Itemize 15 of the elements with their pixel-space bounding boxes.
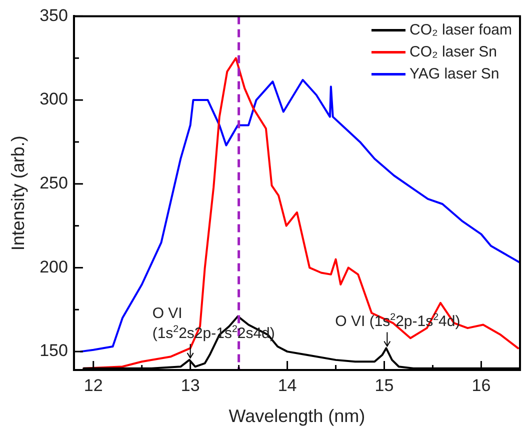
- x-axis-title: Wavelength (nm): [228, 406, 366, 426]
- y-tick-label: 350: [40, 6, 68, 25]
- x-tick-label: 13: [180, 376, 200, 395]
- x-tick-label: 15: [374, 376, 394, 395]
- y-tick-label: 300: [40, 90, 68, 109]
- y-axis-title: Intensity (arb.): [8, 136, 28, 251]
- x-tick-label: 14: [278, 376, 297, 395]
- legend-label: CO₂ laser foam: [409, 21, 512, 38]
- y-tick-label: 150: [40, 341, 68, 360]
- legend-label: YAG laser Sn: [409, 65, 500, 82]
- legend-label: CO₂ laser Sn: [409, 43, 498, 60]
- y-tick-label: 250: [40, 174, 68, 193]
- x-tick-label: 16: [472, 376, 491, 395]
- y-tick-label: 200: [40, 257, 68, 276]
- x-tick-label: 12: [84, 376, 103, 395]
